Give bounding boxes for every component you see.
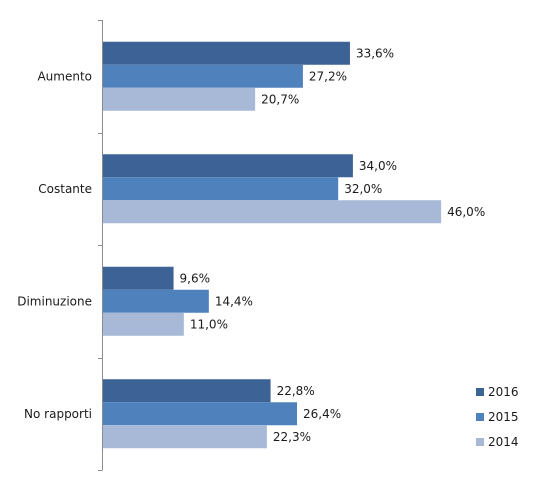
category-label: Costante (38, 182, 92, 196)
legend-swatch (476, 438, 484, 446)
data-label: 26,4% (303, 407, 341, 421)
data-label: 22,3% (273, 430, 311, 444)
bar (103, 177, 339, 201)
bar (103, 64, 303, 88)
bar (103, 379, 271, 403)
bar (103, 41, 350, 65)
data-label: 32,0% (344, 182, 382, 196)
legend-label: 2016 (488, 385, 519, 399)
data-label: 9,6% (180, 271, 211, 285)
bar (103, 312, 184, 336)
legend: 2016 2015 2014 (476, 385, 519, 449)
bar (103, 200, 442, 224)
legend-swatch (476, 413, 484, 421)
bar (103, 289, 209, 313)
legend-label: 2015 (488, 410, 519, 424)
bar (103, 402, 298, 426)
data-label: 11,0% (190, 317, 228, 331)
bars-group: 33,6% 27,2% 20,7% 34,0% 32,0% 46,0% 9,6% 14,4% 1… (103, 41, 485, 449)
data-label: 46,0% (447, 205, 485, 219)
bar (103, 154, 353, 178)
data-label: 33,6% (356, 46, 394, 60)
data-label: 20,7% (261, 92, 299, 106)
legend-label: 2014 (488, 435, 519, 449)
bar (103, 266, 174, 290)
data-label: 27,2% (309, 69, 347, 83)
data-label: 22,8% (277, 384, 315, 398)
data-label: 14,4% (215, 294, 253, 308)
category-label: Aumento (37, 69, 92, 83)
category-label: No rapporti (24, 407, 92, 421)
category-label: Diminuzione (17, 294, 92, 308)
category-axis: Aumento Costante Diminuzione No rapporti (17, 20, 103, 471)
legend-swatch (476, 388, 484, 396)
bar (103, 425, 267, 449)
data-label: 34,0% (359, 159, 397, 173)
bar (103, 87, 256, 111)
